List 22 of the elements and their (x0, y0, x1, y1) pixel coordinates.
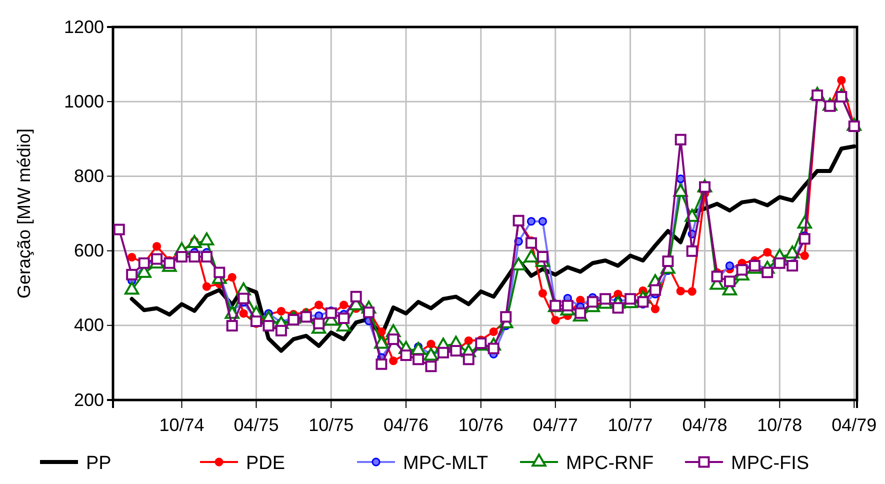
x-tick-label: 10/76 (458, 414, 504, 435)
y-tick-label: 200 (74, 390, 104, 410)
y-tick-label: 800 (74, 166, 104, 186)
x-tick-label: 10/74 (159, 414, 204, 435)
x-tick-label: 04/77 (532, 414, 578, 435)
x-tick-label: 04/78 (682, 414, 728, 435)
x-tick-label: 04/79 (832, 414, 877, 435)
y-tick-label: 400 (74, 315, 104, 336)
legend-label: PDE (246, 453, 286, 474)
legend-label: PP (86, 453, 112, 474)
y-tick-label: 600 (74, 240, 104, 261)
y-tick-label: 1200 (64, 16, 104, 37)
y-axis-title: Geração [MW médio] (14, 128, 34, 299)
legend-label: MPC-MLT (403, 453, 489, 474)
x-tick-label: 10/78 (757, 414, 802, 435)
x-tick-label: 04/75 (234, 414, 279, 435)
legend-label: MPC-RNF (566, 453, 654, 474)
x-tick-label: 10/77 (608, 414, 653, 435)
x-tick-label: 04/76 (383, 414, 429, 435)
y-tick-label: 1000 (64, 91, 104, 112)
legend-label: MPC-FIS (731, 453, 810, 474)
x-tick-label: 10/75 (308, 414, 354, 435)
